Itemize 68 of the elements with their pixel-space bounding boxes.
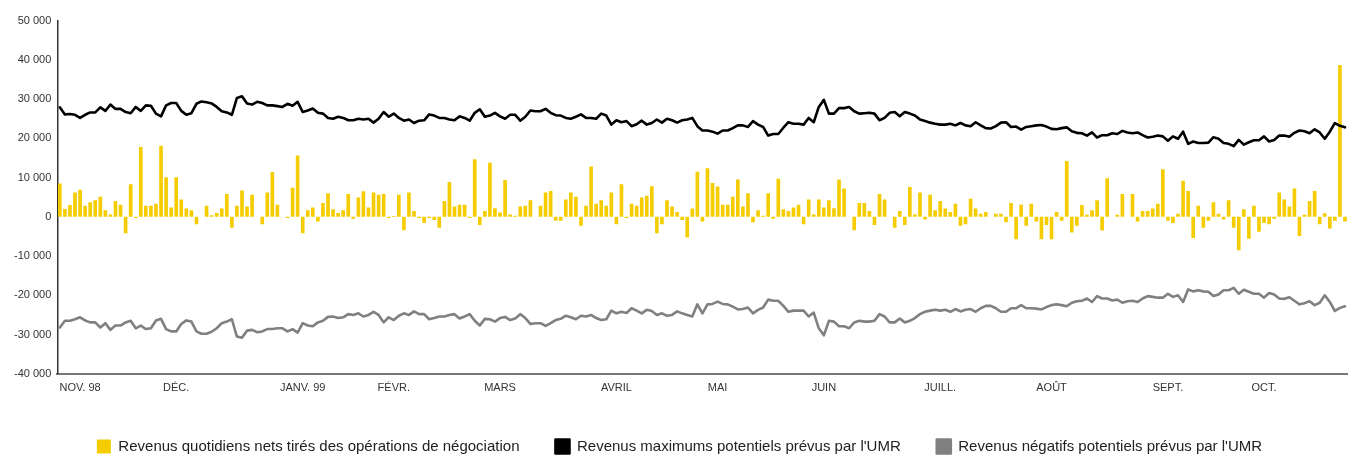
x-tick-label: FÉVR. [377,381,410,394]
bar [1196,205,1201,217]
bar [923,216,927,220]
bar [230,216,234,228]
x-tick-label: MARS [484,381,516,394]
bar [857,203,862,217]
bar [1064,161,1069,217]
bar [1014,216,1018,240]
bar [579,216,583,226]
legend-label: Revenus négatifs potentiels prévus par l'UMR [958,436,1263,454]
bar [1338,64,1342,217]
y-tick-label: 30 000 [17,92,52,105]
bar [1317,216,1322,225]
y-tick-label: 20 000 [17,131,52,144]
x-tick-label: OCT. [1251,381,1277,394]
bar [1105,178,1110,217]
bar [260,216,265,225]
bar [1191,216,1196,239]
bar [1247,216,1251,239]
y-tick-label: 10 000 [17,170,52,183]
bar [1236,216,1241,251]
x-tick-label: AVRIL [600,381,632,394]
bar [1343,216,1347,222]
y-tick-label: 50 000 [17,13,52,26]
bar [1241,209,1246,217]
bar [1004,216,1008,223]
x-tick-label: DÉC. [163,381,190,394]
legend-label: Revenus quotidiens nets tirés des opérations de négociation [118,436,520,454]
bar [224,194,229,217]
y-tick-label: -10 000 [14,249,52,262]
bar [558,216,563,221]
legend-label: Revenus maximums potentiels prévus par l'UMR [576,436,901,454]
y-tick-label: -30 000 [14,327,52,340]
bar [983,212,988,217]
bar [852,216,857,231]
y-tick-label: 0 [45,209,52,222]
bar [1024,216,1029,226]
bar [472,159,477,217]
bar [1252,205,1256,217]
x-tick-label: JANV. 99 [279,381,326,394]
bar [690,208,695,217]
y-tick-label: -20 000 [14,288,52,301]
bar [300,216,305,234]
x-tick-label: AOÛT [1036,381,1068,394]
bar [1277,192,1282,217]
bar [265,192,270,217]
bar [751,216,755,223]
bar [1221,216,1226,220]
bar [1019,204,1023,217]
x-tick-label: NOV. 98 [59,381,101,394]
bar [892,216,897,228]
bar [897,210,902,217]
bar [1322,213,1327,217]
bar [1100,216,1104,231]
bar [776,178,781,217]
bar [1009,203,1013,217]
bar [477,216,482,226]
bar [1029,203,1034,217]
bar [316,216,320,222]
x-tick-label: JUIN [811,381,837,394]
x-tick-label: MAI [707,381,728,394]
x-tick-label: SEPT. [1152,381,1184,394]
bar [402,216,406,231]
y-tick-label: -40 000 [14,366,52,379]
y-tick-label: 40 000 [17,52,52,65]
bar [108,214,113,217]
bar [902,216,907,226]
x-tick-label: JUILL. [924,381,957,394]
